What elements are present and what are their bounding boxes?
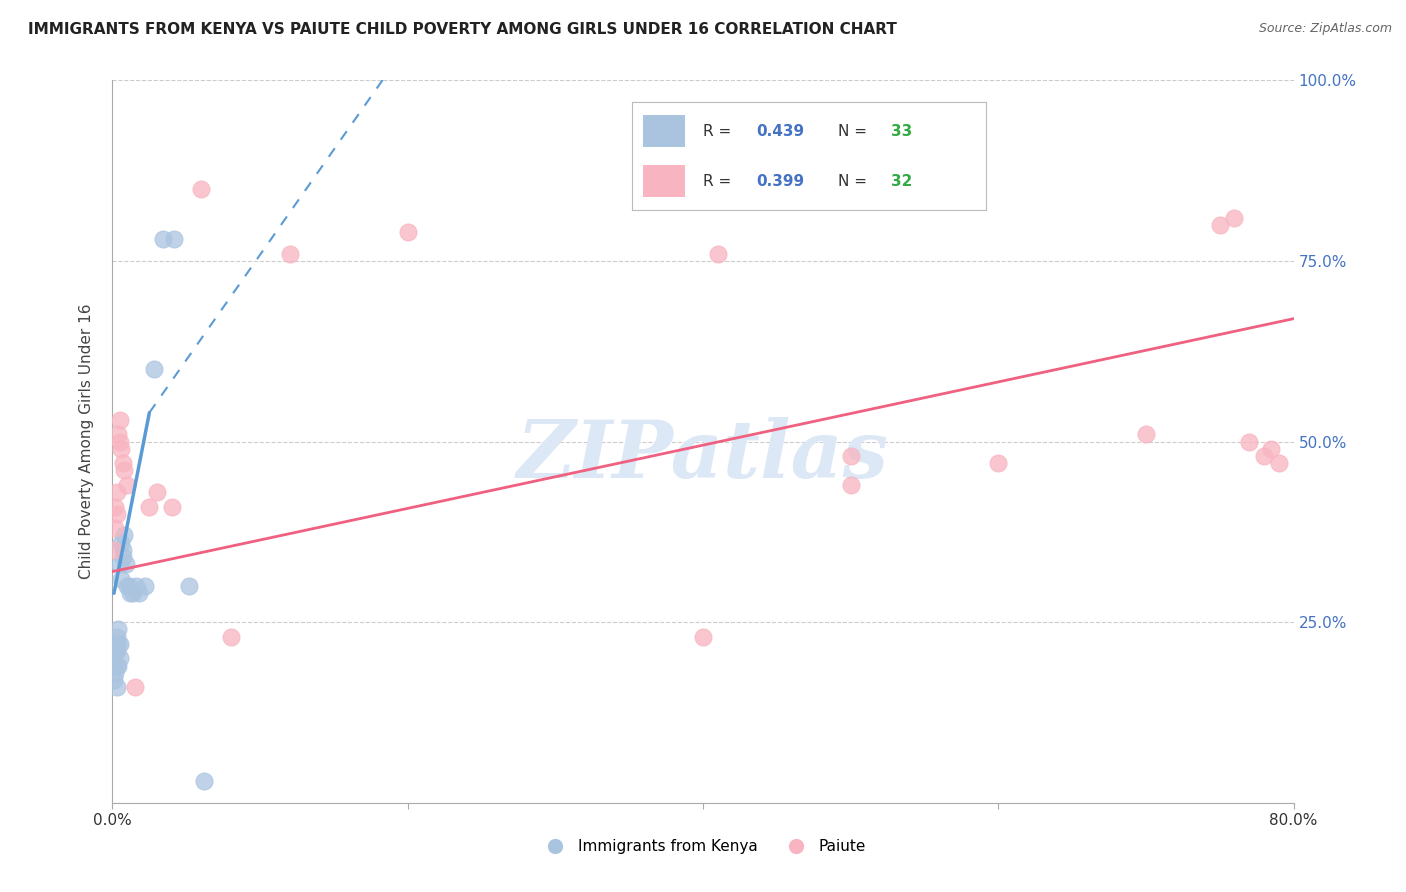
- Point: [1253, 449, 1275, 463]
- Point: [108, 413, 131, 427]
- Point: [117, 478, 138, 492]
- Point: [1268, 456, 1291, 470]
- Point: [706, 246, 728, 260]
- Point: [692, 630, 714, 644]
- Point: [103, 651, 125, 665]
- Point: [839, 478, 862, 492]
- Point: [987, 456, 1010, 470]
- Point: [160, 500, 183, 514]
- Point: [138, 500, 160, 514]
- Point: [104, 500, 127, 514]
- Point: [104, 521, 127, 535]
- Point: [108, 434, 131, 449]
- Point: [108, 558, 131, 572]
- Point: [105, 507, 128, 521]
- Point: [152, 232, 174, 246]
- Text: Source: ZipAtlas.com: Source: ZipAtlas.com: [1258, 22, 1392, 36]
- Point: [839, 449, 862, 463]
- Point: [110, 442, 132, 456]
- Point: [190, 182, 212, 196]
- Point: [114, 558, 136, 572]
- Legend: Immigrants from Kenya, Paiute: Immigrants from Kenya, Paiute: [534, 833, 872, 860]
- Point: [1260, 442, 1282, 456]
- Text: IMMIGRANTS FROM KENYA VS PAIUTE CHILD POVERTY AMONG GIRLS UNDER 16 CORRELATION C: IMMIGRANTS FROM KENYA VS PAIUTE CHILD PO…: [28, 22, 897, 37]
- Point: [103, 673, 125, 687]
- Point: [104, 665, 127, 680]
- Point: [107, 658, 129, 673]
- Text: ZIPatlas: ZIPatlas: [517, 417, 889, 495]
- Point: [120, 586, 142, 600]
- Point: [278, 246, 301, 260]
- Point: [1208, 218, 1232, 232]
- Point: [117, 579, 138, 593]
- Point: [107, 427, 129, 442]
- Point: [105, 680, 128, 694]
- Point: [105, 630, 128, 644]
- Point: [111, 542, 134, 557]
- Point: [107, 637, 129, 651]
- Point: [125, 579, 148, 593]
- Point: [111, 456, 134, 470]
- Point: [396, 225, 419, 239]
- Point: [105, 658, 128, 673]
- Point: [163, 232, 186, 246]
- Point: [146, 485, 169, 500]
- Point: [142, 362, 165, 376]
- Point: [108, 651, 131, 665]
- Point: [111, 550, 134, 565]
- Point: [219, 630, 242, 644]
- Point: [112, 463, 135, 477]
- Point: [104, 644, 127, 658]
- Point: [1135, 427, 1157, 442]
- Point: [112, 528, 135, 542]
- Point: [122, 586, 145, 600]
- Point: [110, 572, 132, 586]
- Point: [110, 535, 132, 549]
- Y-axis label: Child Poverty Among Girls Under 16: Child Poverty Among Girls Under 16: [79, 304, 94, 579]
- Point: [1223, 211, 1246, 225]
- Point: [107, 623, 129, 637]
- Point: [124, 680, 146, 694]
- Point: [104, 637, 127, 651]
- Point: [103, 542, 125, 557]
- Point: [108, 637, 131, 651]
- Point: [128, 586, 150, 600]
- Point: [134, 579, 156, 593]
- Point: [105, 485, 128, 500]
- Point: [193, 774, 215, 789]
- Point: [118, 579, 141, 593]
- Point: [105, 644, 128, 658]
- Point: [179, 579, 201, 593]
- Point: [1239, 434, 1261, 449]
